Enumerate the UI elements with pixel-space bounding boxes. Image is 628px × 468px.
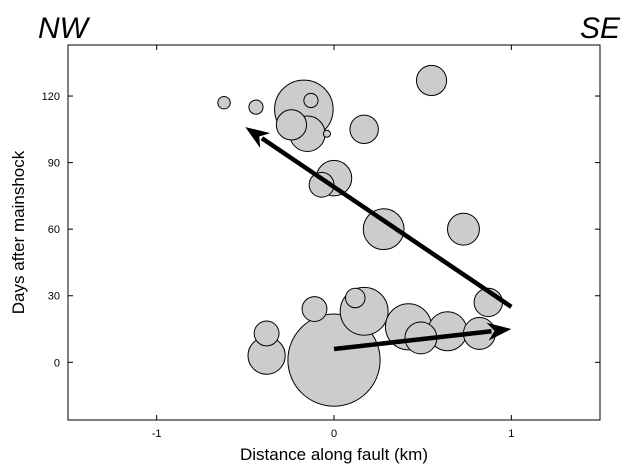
y-tick-label: 0 bbox=[54, 357, 60, 369]
x-tick-label: 1 bbox=[508, 428, 514, 440]
points-layer bbox=[217, 64, 503, 407]
event-circle bbox=[446, 212, 480, 246]
event-circle bbox=[301, 296, 328, 322]
arrows-layer bbox=[245, 127, 513, 352]
y-tick-label: 60 bbox=[48, 224, 60, 236]
y-axis-label: Days after mainshock bbox=[9, 150, 28, 314]
migration-arrow-head bbox=[486, 322, 512, 341]
event-circle bbox=[415, 64, 448, 97]
x-axis-label: Distance along fault (km) bbox=[240, 445, 428, 464]
y-tick-label: 120 bbox=[42, 91, 60, 103]
y-tick-label: 30 bbox=[48, 291, 60, 303]
migration-arrow-shaft bbox=[260, 136, 513, 309]
event-circle bbox=[253, 320, 280, 347]
event-circle bbox=[345, 287, 366, 309]
corner-label-se: SE bbox=[580, 12, 621, 45]
event-circle bbox=[248, 99, 264, 115]
event-circle bbox=[275, 109, 308, 141]
y-tick-label: 90 bbox=[48, 158, 60, 170]
x-tick-label: 0 bbox=[331, 428, 337, 440]
event-circle bbox=[303, 92, 319, 109]
event-circle bbox=[362, 208, 405, 251]
event-circle bbox=[349, 114, 379, 145]
event-circle bbox=[287, 313, 381, 407]
corner-label-nw: NW bbox=[38, 12, 91, 45]
ticks-layer: -1 0 1 0 30 60 90 120 bbox=[42, 45, 600, 440]
event-circle bbox=[217, 95, 231, 110]
migration-arrow-head bbox=[245, 127, 271, 148]
migration-arrow-shaft bbox=[333, 329, 492, 352]
event-circle bbox=[322, 129, 331, 138]
x-tick-label: -1 bbox=[152, 428, 162, 440]
